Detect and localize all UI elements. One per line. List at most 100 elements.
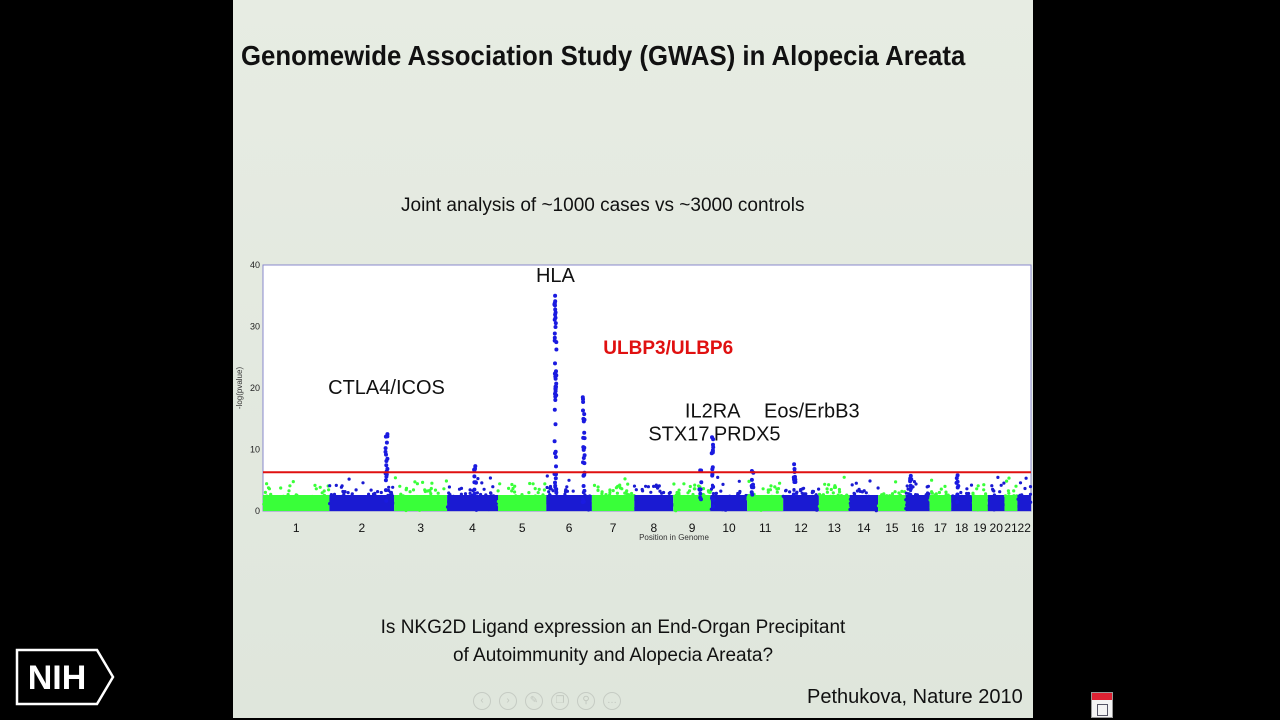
snp-point: [411, 488, 416, 492]
snp-point: [489, 491, 493, 495]
peak-point: [711, 504, 716, 509]
snp-point: [776, 487, 781, 491]
peak-point: [581, 397, 585, 402]
snp-point: [387, 485, 391, 489]
snp-point: [912, 480, 917, 484]
peak-point: [553, 325, 558, 329]
snp-point: [926, 484, 931, 488]
snp-point: [427, 488, 432, 493]
peak-point: [554, 393, 559, 398]
snp-point: [982, 488, 986, 492]
snp-point: [545, 474, 549, 478]
peak-point: [384, 440, 389, 445]
peak-point: [582, 472, 587, 477]
peak-point: [581, 400, 586, 404]
snp-point: [350, 492, 354, 496]
snp-point: [773, 485, 777, 489]
peak-point: [955, 500, 960, 504]
snp-point: [693, 483, 697, 487]
snp-point: [769, 484, 773, 488]
snp-point: [433, 488, 438, 492]
peak-point: [955, 492, 960, 497]
y-tick-label: 0: [255, 506, 260, 516]
snp-point: [738, 491, 742, 495]
presentation-app-icon: [1091, 692, 1113, 718]
peak-point: [553, 476, 558, 481]
peak-point: [552, 335, 557, 340]
peak-point: [553, 307, 558, 312]
peak-point: [472, 468, 477, 472]
snp-point: [784, 489, 788, 493]
peak-point: [472, 480, 477, 485]
snp-point: [850, 483, 854, 487]
next-icon[interactable]: ›: [499, 692, 517, 710]
snp-point: [825, 487, 829, 491]
slide-nav-bar: ‹ › ✎ ❐ ⚲ …: [473, 692, 621, 712]
more-icon[interactable]: …: [603, 692, 621, 710]
snp-point: [513, 490, 517, 494]
chromosome-label: 18: [955, 521, 969, 535]
question-line-1: Is NKG2D Ligand expression an End-Organ …: [380, 617, 846, 638]
gene-annotation-label: STX17: [648, 423, 709, 445]
nih-logo-arrow-icon: [15, 648, 115, 706]
prev-icon[interactable]: ‹: [473, 692, 491, 710]
snp-point: [288, 484, 292, 488]
peak-point: [383, 488, 388, 493]
snp-point: [342, 492, 346, 496]
snp-point: [287, 489, 291, 493]
snp-point: [322, 489, 326, 493]
peak-point: [581, 419, 586, 424]
peak-point: [472, 491, 477, 496]
snp-point: [686, 491, 690, 495]
pen-icon[interactable]: ✎: [525, 692, 543, 710]
snp-point: [890, 492, 895, 496]
snp-point: [804, 492, 808, 496]
snp-point: [1014, 484, 1018, 488]
snp-point: [654, 483, 658, 487]
snp-point: [620, 487, 624, 491]
snp-point: [616, 484, 620, 488]
snp-point: [982, 483, 986, 487]
snp-point: [943, 484, 947, 488]
snp-point: [611, 489, 615, 493]
peak-point: [582, 461, 587, 466]
snp-point: [600, 490, 604, 494]
snp-point: [641, 489, 645, 493]
snp-point: [496, 489, 500, 493]
y-tick-label: 40: [250, 260, 260, 270]
snp-point: [367, 492, 371, 496]
peak-point: [581, 484, 586, 488]
snp-point: [1007, 476, 1011, 480]
snp-point: [701, 487, 706, 491]
peak-point: [908, 476, 913, 481]
snp-point: [649, 490, 653, 494]
zoom-icon[interactable]: ⚲: [577, 692, 595, 710]
snp-point: [714, 491, 718, 496]
snp-point: [971, 491, 975, 495]
snp-point: [854, 481, 858, 485]
snp-point: [361, 481, 365, 485]
chromosome-band: [849, 495, 879, 511]
peak-point: [554, 373, 559, 378]
chromosome-label: 21: [1004, 521, 1018, 535]
copy-icon[interactable]: ❐: [551, 692, 569, 710]
snp-point: [314, 487, 318, 491]
snp-point: [747, 479, 751, 483]
snp-point: [408, 490, 412, 494]
chromosome-label: 19: [973, 521, 987, 535]
snp-point: [996, 475, 1000, 479]
question-line-2: of Autoimmunity and Alopecia Areata?: [452, 645, 774, 666]
snp-point: [510, 489, 514, 493]
chromosome-label: 15: [885, 521, 899, 535]
peak-point: [581, 447, 586, 452]
snp-point: [829, 487, 833, 492]
snp-point: [447, 485, 451, 489]
chromosome-label: 14: [857, 521, 871, 535]
snp-point: [398, 484, 402, 488]
gene-annotation-label: ULBP3/ULBP6: [603, 338, 733, 359]
snp-point: [430, 481, 434, 485]
peak-point: [384, 459, 389, 463]
snp-point: [468, 491, 472, 495]
peak-point: [581, 408, 585, 413]
snp-point: [959, 490, 963, 495]
